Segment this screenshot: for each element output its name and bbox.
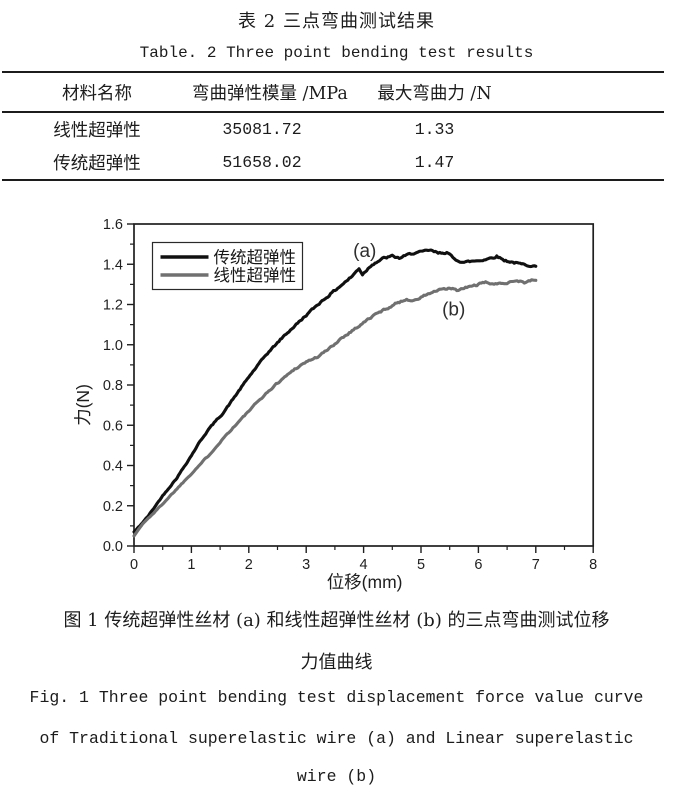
figure-caption-zh-line1: 图 1 传统超弹性丝材 (a) 和线性超弹性丝材 (b) 的三点弯曲测试位移 [63,610,610,631]
cell-max-force: 1.47 [414,153,455,172]
y-tick-label: 0.2 [103,499,123,515]
y-tick-label: 0.8 [103,378,123,394]
series-line-linear [132,278,538,538]
col-header-max-force: 最大弯曲力 /N [377,83,492,104]
x-axis-label: 位移(mm) [327,572,403,592]
bending-test-chart: 0 1 2 3 4 5 6 7 8 0.0 0.2 0.4 0.6 0.8 1.0 1.2 1.4 1.6 位移(m… [73,217,597,592]
y-tick-label: 1.0 [103,338,123,354]
x-tick-label: 5 [417,557,425,573]
x-tick-label: 1 [187,557,195,573]
table-header-row: 材料名称 弯曲弹性模量 /MPa 最大弯曲力 /N [2,73,664,113]
y-tick-label: 0.6 [103,418,123,434]
legend-label: 线性超弹性 [214,266,297,285]
x-tick-label: 3 [302,557,310,573]
x-tick-label: 4 [360,557,368,573]
y-tick-label: 1.4 [103,257,123,273]
table-row: 线性超弹性 35081.72 1.33 [2,113,664,146]
results-table: 材料名称 弯曲弹性模量 /MPa 最大弯曲力 /N 线性超弹性 35081.72… [2,71,664,181]
cell-modulus: 51658.02 [222,153,302,172]
col-header-modulus: 弯曲弹性模量 /MPa [192,83,348,104]
legend-box [151,241,304,291]
cell-material: 传统超弹性 [53,154,141,174]
series-line-traditional [132,248,538,534]
x-tick-label: 2 [245,557,253,573]
figure-caption-en-line1: Fig. 1 Three point bending test displace… [29,688,644,707]
x-tick-label: 0 [130,557,138,573]
y-axis-label: 力(N) [73,384,93,426]
table-title-zh: 表 2 三点弯曲测试结果 [238,11,435,32]
x-tick-label: 7 [532,557,540,573]
y-tick-label: 0.4 [103,459,123,475]
y-tick-label: 1.2 [103,298,123,314]
table-title-en: Table. 2 Three point bending test result… [139,44,534,62]
x-tick-label: 6 [474,557,482,573]
y-tick-label: 1.6 [103,217,123,233]
curve-annotation: (b) [442,300,465,321]
cell-max-force: 1.33 [414,120,455,139]
figure-caption-en-line2: of Traditional superelastic wire (a) and… [39,729,634,748]
cell-material: 线性超弹性 [53,121,141,141]
table-row: 传统超弹性 51658.02 1.47 [2,146,664,179]
cell-modulus: 35081.72 [222,120,302,139]
x-tick-label: 8 [589,557,597,573]
curve-annotation: (a) [353,241,376,262]
col-header-material: 材料名称 [62,83,132,104]
y-tick-label: 0.0 [103,539,123,555]
figure-caption-en-line3: wire (b) [296,767,377,786]
legend-label: 传统超弹性 [214,248,297,267]
figure-caption-zh-line2: 力值曲线 [300,652,373,673]
